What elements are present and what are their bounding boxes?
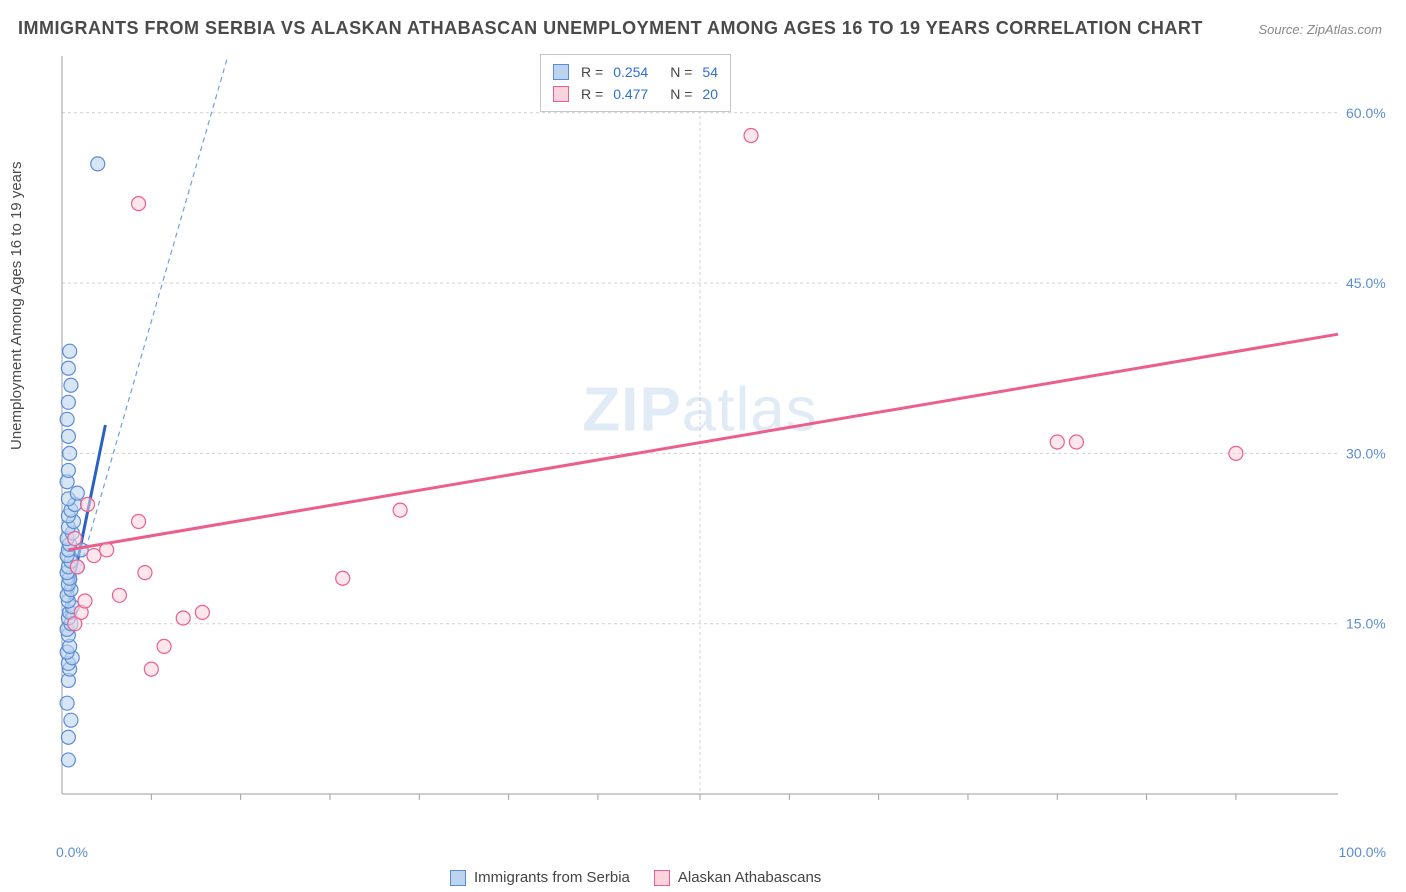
legend-swatch (654, 870, 670, 886)
data-point (61, 463, 75, 477)
legend-item: Immigrants from Serbia (450, 869, 630, 886)
r-label: R = (581, 64, 603, 80)
data-point (1229, 446, 1243, 460)
data-point (78, 594, 92, 608)
legend-swatch (450, 870, 466, 886)
data-point (132, 197, 146, 211)
x-axis-min-label: 0.0% (56, 844, 88, 860)
legend-item: Alaskan Athabascans (654, 869, 821, 886)
data-point (68, 532, 82, 546)
data-point (1050, 435, 1064, 449)
source-attribution: Source: ZipAtlas.com (1258, 22, 1382, 37)
correlation-legend: R = 0.254 N = 54 R = 0.477 N = 20 (540, 54, 731, 112)
data-point (100, 543, 114, 557)
data-point (61, 395, 75, 409)
n-value: 20 (702, 86, 718, 102)
data-point (64, 378, 78, 392)
r-value: 0.477 (613, 86, 648, 102)
data-point (138, 566, 152, 580)
series-legend: Immigrants from Serbia Alaskan Athabascan… (450, 869, 821, 886)
n-label: N = (670, 86, 692, 102)
data-point (336, 571, 350, 585)
n-label: N = (670, 64, 692, 80)
y-tick-label: 45.0% (1346, 275, 1386, 291)
chart-title: IMMIGRANTS FROM SERBIA VS ALASKAN ATHABA… (18, 18, 1203, 39)
data-point (70, 560, 84, 574)
y-tick-label: 60.0% (1346, 105, 1386, 121)
data-point (61, 730, 75, 744)
data-point (195, 605, 209, 619)
y-axis-label: Unemployment Among Ages 16 to 19 years (8, 161, 25, 450)
y-tick-label: 30.0% (1346, 445, 1386, 461)
data-point (393, 503, 407, 517)
data-point (61, 753, 75, 767)
watermark: ZIPatlas (582, 376, 817, 445)
data-point (91, 157, 105, 171)
r-value: 0.254 (613, 64, 648, 80)
legend-swatch (553, 86, 569, 102)
data-point (60, 696, 74, 710)
data-point (744, 128, 758, 142)
legend-label: Alaskan Athabascans (678, 869, 821, 886)
data-point (1069, 435, 1083, 449)
data-point (157, 639, 171, 653)
trend-line-dashed (66, 56, 228, 618)
legend-row: R = 0.477 N = 20 (553, 83, 718, 105)
legend-swatch (553, 64, 569, 80)
data-point (60, 412, 74, 426)
data-point (112, 588, 126, 602)
data-point (63, 344, 77, 358)
data-point (132, 515, 146, 529)
legend-row: R = 0.254 N = 54 (553, 61, 718, 83)
trend-line (68, 334, 1338, 550)
x-axis-max-label: 100.0% (1339, 844, 1386, 860)
data-point (70, 486, 84, 500)
data-point (61, 361, 75, 375)
n-value: 54 (702, 64, 718, 80)
y-tick-label: 15.0% (1346, 616, 1386, 632)
data-point (61, 429, 75, 443)
legend-label: Immigrants from Serbia (474, 869, 630, 886)
data-point (64, 713, 78, 727)
data-point (176, 611, 190, 625)
data-point (81, 497, 95, 511)
r-label: R = (581, 86, 603, 102)
data-point (87, 549, 101, 563)
data-point (144, 662, 158, 676)
scatter-chart: 15.0% 30.0% 45.0% 60.0% ZIPatlas (56, 50, 1386, 830)
data-point (63, 446, 77, 460)
